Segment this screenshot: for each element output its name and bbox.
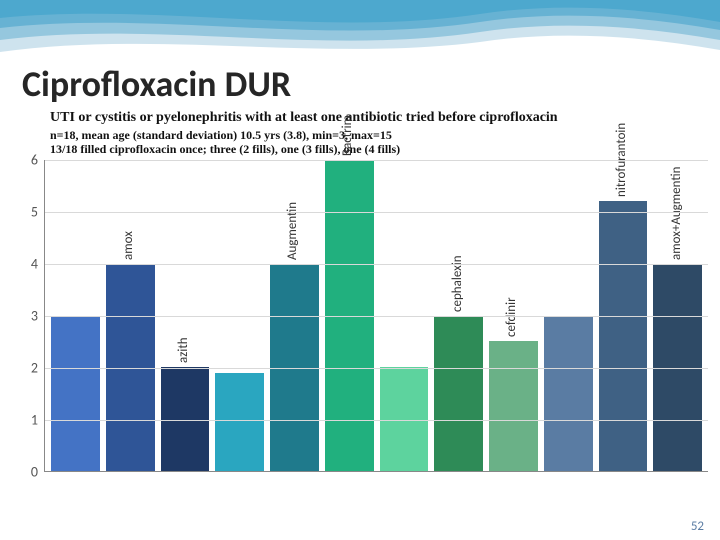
- bar-chart: amoxazithAugmentinBactrimcephalexincefdi…: [12, 160, 708, 500]
- gridline: [45, 264, 708, 265]
- bar-label: amox: [121, 231, 136, 260]
- bar: [215, 373, 264, 471]
- y-tick-label: 2: [14, 360, 38, 377]
- wave-svg: [0, 0, 720, 60]
- plot-area: amoxazithAugmentinBactrimcephalexincefdi…: [44, 160, 708, 472]
- y-tick-label: 1: [14, 412, 38, 429]
- gridline: [45, 420, 708, 421]
- slide: Ciprofloxacin DUR UTI or cystitis or pye…: [0, 0, 720, 540]
- y-tick-label: 0: [14, 464, 38, 481]
- gridline: [45, 160, 708, 161]
- gridline: [45, 368, 708, 369]
- bar: cephalexin: [434, 316, 483, 472]
- bar: [51, 316, 100, 472]
- gridline: [45, 316, 708, 317]
- bar-label: Augmentin: [285, 202, 300, 260]
- y-tick-label: 4: [14, 256, 38, 273]
- wave-path-4: [0, 0, 720, 52]
- bar-label: Bactrim: [340, 115, 355, 156]
- page-title: Ciprofloxacin DUR: [22, 62, 291, 106]
- bar-label: cefdinir: [504, 298, 519, 338]
- gridline: [45, 212, 708, 213]
- bar-label: azith: [176, 338, 191, 364]
- wave-decoration: [0, 0, 720, 60]
- page-number: 52: [691, 519, 704, 534]
- bar: [544, 316, 593, 472]
- y-tick-label: 6: [14, 152, 38, 169]
- y-tick-label: 3: [14, 308, 38, 325]
- bar: nitrofurantoin: [599, 201, 648, 471]
- subtitle: UTI or cystitis or pyelonephritis with a…: [50, 110, 558, 126]
- y-tick-label: 5: [14, 204, 38, 221]
- bar: cefdinir: [489, 341, 538, 471]
